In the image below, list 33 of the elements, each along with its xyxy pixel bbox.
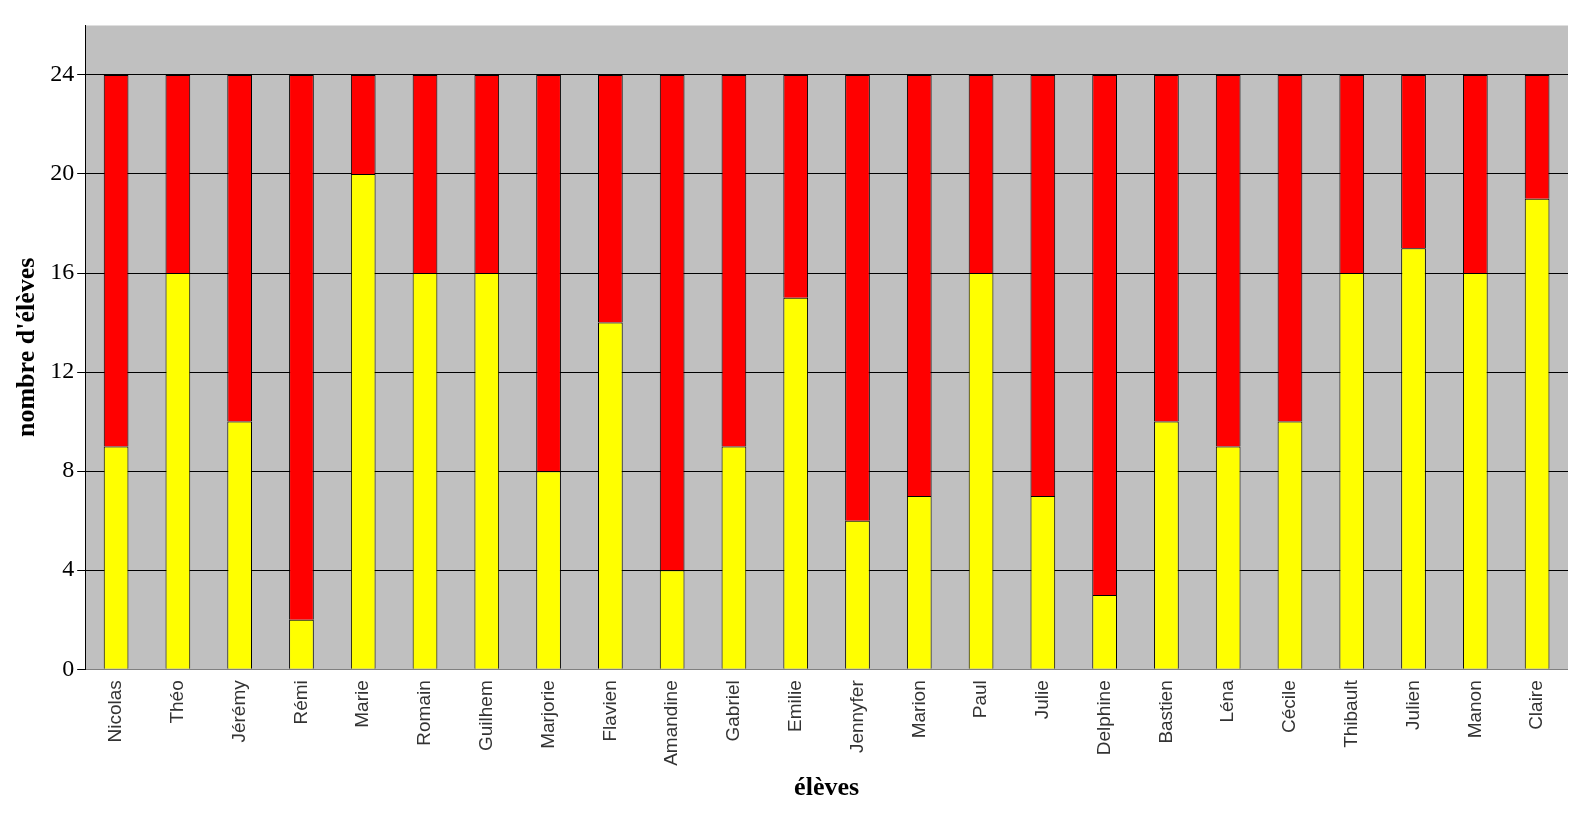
x-tick-label: Guilhem: [475, 680, 497, 751]
y-tick-label: 0: [62, 654, 75, 681]
x-tick-label: Julie: [1031, 680, 1053, 720]
x-tick-label: Rémi: [289, 680, 311, 725]
x-tick-label: Bastien: [1154, 680, 1176, 744]
x-tick-label: Gabriel: [722, 680, 744, 742]
y-tick-label: 20: [50, 159, 75, 186]
y-tick-label: 24: [50, 60, 75, 87]
x-tick-label: Marion: [907, 680, 929, 739]
x-tick-label: Paul: [969, 680, 991, 719]
x-tick-label: Marie: [351, 680, 373, 728]
x-tick-label: Manon: [1463, 680, 1485, 739]
x-axis-title: élèves: [794, 772, 860, 802]
x-tick-label: Nicolas: [104, 680, 126, 743]
x-tick-label: Amandine: [660, 680, 682, 766]
x-tick-label: Marjorie: [536, 680, 558, 749]
y-axis-title: nombre d'élèves: [11, 257, 41, 437]
x-tick-label: Thibault: [1339, 679, 1361, 748]
x-tick-label: Delphine: [1092, 680, 1114, 756]
y-tick-label: 4: [62, 555, 75, 582]
x-tick-label: Julien: [1401, 680, 1423, 730]
x-tick-label: Théo: [166, 680, 188, 724]
x-tick-label: Cécile: [1278, 680, 1300, 734]
x-tick-label: Emilie: [783, 680, 805, 732]
x-tick-label: Claire: [1525, 680, 1547, 730]
x-tick-label: Jennyfer: [845, 679, 867, 754]
y-tick-label: 8: [62, 456, 75, 483]
x-tick-label: Jérémy: [227, 679, 249, 743]
x-tick-label: Flavien: [598, 680, 620, 742]
x-tick-label: Romain: [413, 680, 435, 746]
y-tick-label: 16: [50, 258, 75, 285]
x-tick-label: Léna: [1216, 679, 1238, 723]
y-tick-label: 12: [50, 357, 75, 384]
